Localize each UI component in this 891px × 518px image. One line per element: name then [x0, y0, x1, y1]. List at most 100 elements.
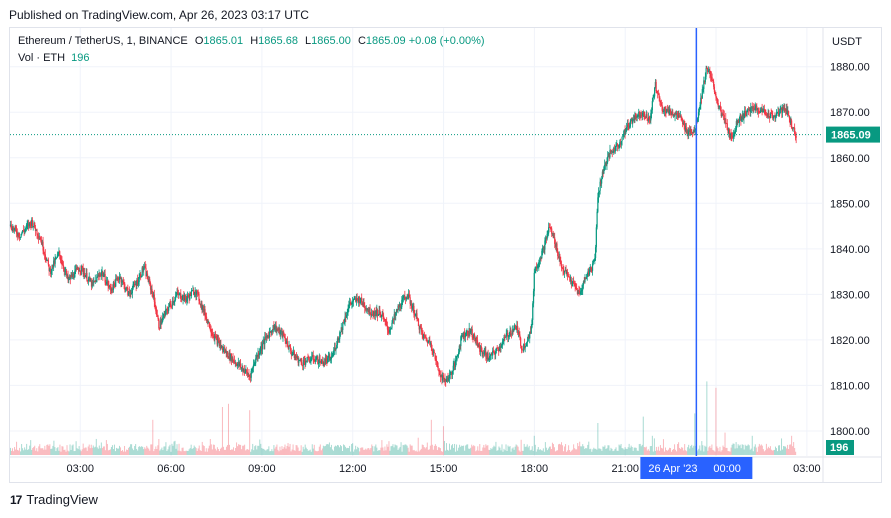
candle-body — [641, 115, 643, 117]
volume-bar — [44, 445, 46, 455]
volume-bar — [423, 447, 425, 455]
candle-body — [570, 279, 572, 284]
candle-body — [544, 240, 546, 250]
volume-bar — [716, 446, 718, 455]
candle-body — [447, 377, 449, 381]
volume-bar — [592, 449, 594, 455]
candle-body — [336, 338, 339, 345]
volume-bar — [272, 451, 274, 455]
candle-body — [419, 326, 421, 330]
candle-body — [557, 252, 559, 257]
volume-bar — [710, 447, 712, 455]
candle-body — [282, 332, 284, 337]
candle-body — [143, 267, 145, 271]
candle-body — [284, 337, 286, 342]
volume-bar — [143, 449, 145, 455]
volume-bar — [757, 446, 759, 455]
candle-body — [784, 110, 787, 111]
y-tick-label: 1820.00 — [830, 335, 870, 347]
volume-bar — [123, 451, 125, 455]
volume-bar — [371, 444, 373, 455]
crosshair-date-label: 26 Apr '23 — [648, 463, 697, 475]
candle-body — [387, 329, 389, 331]
current-volume-label: 196 — [830, 442, 848, 454]
volume-bar — [424, 448, 426, 455]
candle-body — [772, 116, 775, 119]
candle-body — [416, 313, 418, 319]
candle-body — [426, 337, 428, 341]
currency-label[interactable]: USDT — [832, 36, 862, 48]
candle-body — [374, 310, 376, 317]
x-tick-label: 21:00 — [611, 463, 639, 475]
volume-bar — [630, 445, 632, 455]
volume-bar — [82, 443, 84, 455]
candle-body — [53, 260, 56, 264]
candle-body — [725, 118, 727, 124]
candle-body — [778, 111, 780, 116]
candle-body — [756, 106, 758, 110]
candle-body — [224, 348, 226, 353]
volume-bar — [659, 445, 661, 455]
volume-bar — [237, 446, 239, 455]
candle-body — [87, 280, 89, 282]
volume-bar — [792, 446, 794, 455]
candle-body — [601, 178, 603, 184]
candle-body — [791, 128, 793, 130]
candle-body — [146, 273, 148, 277]
candle-body — [240, 363, 242, 368]
candle-body — [302, 365, 304, 366]
symbol-name[interactable]: Ethereum / TetherUS, 1, BINANCE — [18, 35, 188, 47]
candle-body — [781, 107, 783, 113]
volume-bar — [125, 451, 127, 455]
candle-body — [115, 278, 118, 280]
volume-bar — [246, 449, 248, 455]
candle-body — [482, 353, 484, 355]
candle-body — [338, 338, 340, 340]
candle-body — [769, 117, 771, 119]
volume-bar — [683, 450, 685, 455]
candle-body — [249, 376, 252, 378]
candle-body — [30, 223, 32, 226]
volume-bar — [486, 445, 488, 455]
candle-body — [295, 355, 297, 357]
volume-bar — [660, 447, 662, 455]
volume-bar — [289, 443, 291, 455]
open-value: 1865.01 — [203, 35, 244, 47]
volume-label[interactable]: Vol · ETH — [18, 52, 66, 64]
volume-bar — [243, 445, 245, 455]
volume-bar — [151, 444, 153, 455]
candle-body — [308, 359, 311, 363]
candle-body — [97, 275, 99, 277]
volume-bar — [290, 451, 292, 455]
volume-bar — [524, 446, 526, 455]
candle-body — [318, 358, 320, 364]
volume-bar — [122, 450, 124, 455]
candle-body — [429, 340, 431, 345]
candle-body — [145, 267, 147, 277]
volume-bar — [302, 446, 304, 455]
volume-bar — [463, 445, 465, 455]
candle-body — [314, 359, 317, 362]
candle-body — [18, 237, 21, 238]
candle-body — [490, 353, 492, 355]
volume-bar — [24, 447, 26, 455]
candle-body — [426, 340, 429, 343]
candle-body — [737, 120, 739, 124]
candle-body — [607, 153, 610, 157]
candle-body — [471, 328, 473, 338]
volume-bar — [511, 448, 513, 455]
candle-body — [40, 239, 43, 245]
volume-bar — [337, 445, 339, 455]
candle-body — [71, 273, 74, 278]
volume-bar — [418, 451, 420, 455]
candle-body — [15, 226, 17, 230]
candle-body — [599, 181, 601, 191]
candle-body — [682, 122, 684, 125]
volume-bar — [136, 448, 138, 455]
candle-body — [603, 166, 605, 174]
volume-bar — [762, 449, 764, 455]
volume-bar — [677, 444, 679, 455]
volume-bar — [562, 445, 564, 455]
candle-body — [19, 236, 21, 238]
